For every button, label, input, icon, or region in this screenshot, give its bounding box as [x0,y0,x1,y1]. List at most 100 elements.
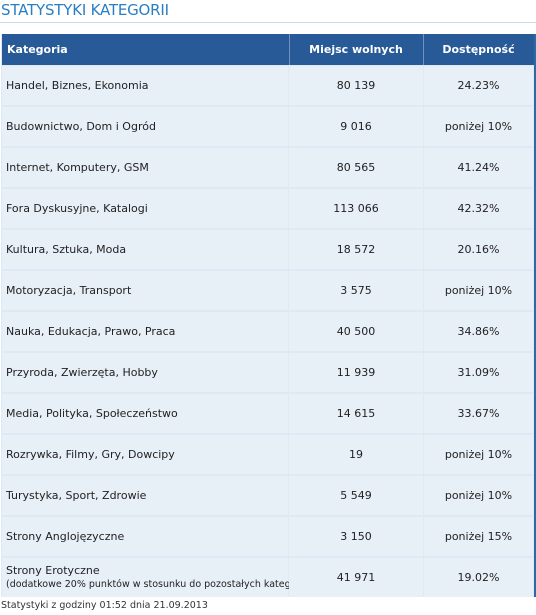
table-row: Strony Anglojęzyczne 3 150 poniżej 15% [2,516,533,556]
availability-cell: poniżej 10% [424,107,533,146]
free-places-value: 5 549 [340,489,372,502]
table-row: Media, Polityka, Społeczeństwo 14 615 33.6… [2,393,533,433]
free-places-cell: 80 565 [289,148,423,187]
availability-value: poniżej 10% [444,448,513,461]
free-places-cell: 3 150 [289,517,423,556]
category-note: (dodatkowe 20% punktów w stosunku do poz… [6,578,310,590]
availability-cell: 24.23% [424,66,533,105]
availability-value: 33.67% [457,407,500,420]
category-name: Przyroda, Zwierzęta, Hobby [6,366,158,379]
category-cell: Kultura, Sztuka, Moda [2,230,288,269]
table-row: Handel, Biznes, Ekonomia 80 139 24.23% [2,65,533,105]
category-cell: Motoryzacja, Transport [2,271,288,310]
category-name: Motoryzacja, Transport [6,284,132,297]
category-cell: Internet, Komputery, GSM [2,148,288,187]
availability-cell: 19.02% [424,558,533,597]
category-cell: Nauka, Edukacja, Prawo, Praca [2,312,288,351]
availability-cell: 41.24% [424,148,533,187]
free-places-value: 19 [349,448,363,461]
category-name: Strony Erotyczne [6,563,100,577]
free-places-value: 41 971 [336,571,376,584]
category-name: Kultura, Sztuka, Moda [6,243,127,256]
free-places-value: 113 066 [333,202,379,215]
availability-cell: poniżej 10% [424,271,533,310]
header-dostepnosc: Dostępność [442,43,515,56]
availability-value: poniżej 15% [444,530,513,543]
free-places-cell: 5 549 [289,476,423,515]
availability-value: 31.09% [457,366,500,379]
availability-cell: poniżej 10% [424,435,533,474]
free-places-value: 3 575 [340,284,372,297]
free-places-cell: 3 575 [289,271,423,310]
free-places-cell: 14 615 [289,394,423,433]
header-divider [289,34,290,65]
free-places-value: 80 139 [336,79,376,92]
category-cell: Handel, Biznes, Ekonomia [2,66,288,105]
category-cell: Fora Dyskusyjne, Katalogi [2,189,288,228]
availability-cell: 33.67% [424,394,533,433]
availability-value: 24.23% [457,79,500,92]
table-row: Rozrywka, Filmy, Gry, Dowcipy 19 poniżej 1… [2,434,533,474]
category-name: Budownictwo, Dom i Ogród [6,120,156,133]
free-places-value: 14 615 [336,407,376,420]
category-cell: Strony Anglojęzyczne [2,517,288,556]
category-stats-table: Kategoria Miejsc wolnych Dostępność Hand… [1,34,536,597]
header-miejsc-wolnych: Miejsc wolnych [309,43,403,56]
header-divider [423,34,424,65]
category-name: Internet, Komputery, GSM [6,161,149,174]
availability-cell: 42.32% [424,189,533,228]
table-row: Przyroda, Zwierzęta, Hobby 11 939 31.09% [2,352,533,392]
availability-value: poniżej 10% [444,489,513,502]
table-row: Fora Dyskusyjne, Katalogi 113 066 42.32% [2,188,533,228]
availability-value: poniżej 10% [444,120,513,133]
availability-cell: 31.09% [424,353,533,392]
availability-value: 42.32% [457,202,500,215]
free-places-value: 80 565 [336,161,376,174]
free-places-value: 3 150 [340,530,372,543]
table-row: Motoryzacja, Transport 3 575 poniżej 10% [2,270,533,310]
availability-value: 20.16% [457,243,500,256]
free-places-cell: 80 139 [289,66,423,105]
table-row: Nauka, Edukacja, Prawo, Praca 40 500 34.86… [2,311,533,351]
title-divider [0,22,536,23]
table-header-row: Kategoria Miejsc wolnych Dostępność [2,34,534,65]
category-name: Media, Polityka, Społeczeństwo [6,407,178,420]
category-cell: Budownictwo, Dom i Ogród [2,107,288,146]
availability-cell: 34.86% [424,312,533,351]
category-cell: Turystyka, Sport, Zdrowie [2,476,288,515]
category-cell: Rozrywka, Filmy, Gry, Dowcipy [2,435,288,474]
free-places-cell: 40 500 [289,312,423,351]
category-name: Nauka, Edukacja, Prawo, Praca [6,325,176,338]
category-name: Rozrywka, Filmy, Gry, Dowcipy [6,448,175,461]
free-places-value: 11 939 [336,366,376,379]
category-cell: Przyroda, Zwierzęta, Hobby [2,353,288,392]
page-title: STATYSTYKI KATEGORII [1,1,169,19]
free-places-cell: 41 971 [289,558,423,597]
category-name: Turystyka, Sport, Zdrowie [6,489,147,502]
stats-timestamp: Statystyki z godziny 01:52 dnia 21.09.20… [1,600,208,611]
table-row: Kultura, Sztuka, Moda 18 572 20.16% [2,229,533,269]
availability-cell: poniżej 10% [424,476,533,515]
table-row: Budownictwo, Dom i Ogród 9 016 poniżej 10% [2,106,533,146]
availability-value: 19.02% [457,571,500,584]
free-places-value: 18 572 [336,243,376,256]
availability-value: 41.24% [457,161,500,174]
free-places-cell: 18 572 [289,230,423,269]
free-places-value: 9 016 [340,120,372,133]
category-name: Fora Dyskusyjne, Katalogi [6,202,148,215]
table-right-edge [534,34,536,597]
category-name: Handel, Biznes, Ekonomia [6,79,149,92]
free-places-value: 40 500 [336,325,376,338]
header-kategoria: Kategoria [7,43,68,56]
category-cell: Media, Polityka, Społeczeństwo [2,394,288,433]
availability-cell: 20.16% [424,230,533,269]
table-row: Internet, Komputery, GSM 80 565 41.24% [2,147,533,187]
category-name: Strony Anglojęzyczne [6,530,125,543]
table-row: Turystyka, Sport, Zdrowie 5 549 poniżej 10… [2,475,533,515]
table-row: Strony Erotyczne (dodatkowe 20% punktów w… [2,557,533,597]
category-cell: Strony Erotyczne (dodatkowe 20% punktów w… [2,558,309,597]
availability-cell: poniżej 15% [424,517,533,556]
free-places-cell: 11 939 [289,353,423,392]
free-places-cell: 113 066 [289,189,423,228]
availability-value: 34.86% [457,325,500,338]
